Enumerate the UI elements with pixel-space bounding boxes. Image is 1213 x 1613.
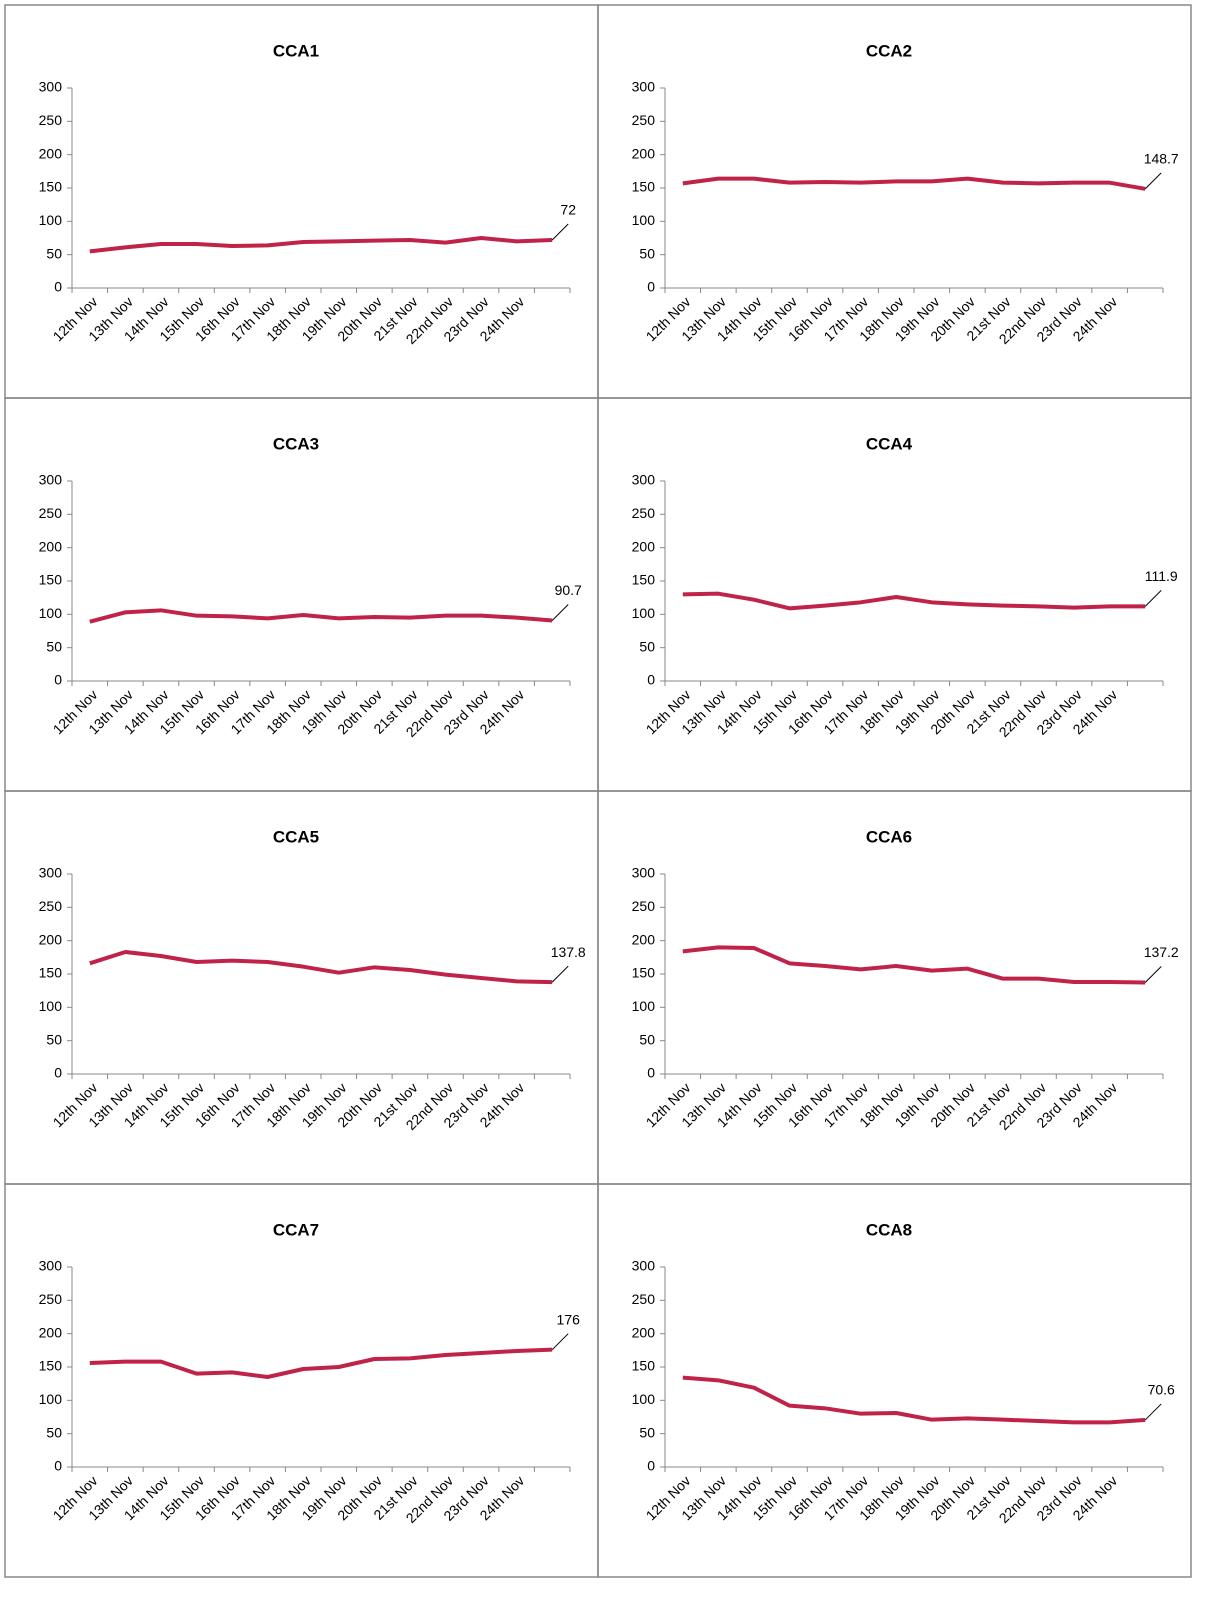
line-series bbox=[682, 176, 1146, 191]
y-tick-label: 250 bbox=[632, 112, 656, 128]
y-tick-label: 50 bbox=[639, 245, 655, 261]
y-tick-label: 150 bbox=[632, 1358, 656, 1374]
y-tick-label: 250 bbox=[632, 505, 656, 521]
y-tick-label: 150 bbox=[632, 572, 656, 588]
data-label: 176 bbox=[557, 1311, 581, 1327]
chart-title: CCA3 bbox=[273, 434, 319, 453]
y-tick-label: 300 bbox=[39, 472, 63, 488]
chart-title: CCA4 bbox=[866, 434, 913, 453]
y-tick-label: 100 bbox=[39, 605, 63, 621]
panel bbox=[597, 1183, 1192, 1578]
y-tick-label: 200 bbox=[39, 931, 63, 947]
leader-line bbox=[551, 604, 569, 621]
y-tick-label: 300 bbox=[632, 1258, 656, 1274]
line-series bbox=[89, 608, 553, 624]
line-series bbox=[682, 1375, 1146, 1425]
y-tick-label: 100 bbox=[39, 998, 63, 1014]
data-label: 111.9 bbox=[1145, 568, 1178, 584]
y-tick-label: 100 bbox=[632, 212, 656, 228]
y-tick-label: 0 bbox=[54, 672, 62, 688]
y-tick-label: 0 bbox=[54, 279, 62, 295]
y-tick-label: 250 bbox=[632, 898, 656, 914]
chart-title: CCA1 bbox=[273, 41, 319, 60]
y-tick-label: 150 bbox=[39, 572, 63, 588]
line-series bbox=[89, 950, 553, 985]
y-tick-label: 250 bbox=[39, 1291, 63, 1307]
y-tick-label: 100 bbox=[39, 212, 63, 228]
y-tick-label: 200 bbox=[39, 1324, 63, 1340]
data-label: 137.2 bbox=[1144, 944, 1179, 960]
y-tick-label: 150 bbox=[632, 179, 656, 195]
y-tick-label: 0 bbox=[54, 1458, 62, 1474]
chart-title: CCA2 bbox=[866, 41, 912, 60]
data-label: 70.6 bbox=[1148, 1382, 1175, 1398]
leader-line bbox=[551, 1333, 569, 1351]
y-tick-label: 0 bbox=[647, 672, 655, 688]
y-tick-label: 50 bbox=[46, 1031, 62, 1047]
y-tick-label: 50 bbox=[46, 1424, 62, 1440]
chart-title: CCA8 bbox=[866, 1220, 912, 1239]
y-tick-label: 100 bbox=[632, 998, 656, 1014]
y-tick-label: 300 bbox=[632, 472, 656, 488]
leader-line bbox=[1144, 1403, 1162, 1421]
y-tick-label: 250 bbox=[39, 898, 63, 914]
line-series bbox=[682, 591, 1146, 611]
y-tick-label: 200 bbox=[632, 931, 656, 947]
line-series bbox=[89, 1347, 553, 1379]
y-tick-label: 250 bbox=[39, 112, 63, 128]
y-tick-label: 150 bbox=[632, 965, 656, 981]
y-tick-label: 0 bbox=[647, 279, 655, 295]
data-label: 148.7 bbox=[1144, 151, 1179, 167]
y-tick-label: 150 bbox=[39, 179, 63, 195]
y-tick-label: 150 bbox=[39, 1358, 63, 1374]
y-tick-label: 100 bbox=[632, 1391, 656, 1407]
y-tick-label: 300 bbox=[632, 79, 656, 95]
y-tick-label: 300 bbox=[39, 79, 63, 95]
y-tick-label: 0 bbox=[647, 1458, 655, 1474]
y-tick-label: 200 bbox=[39, 145, 63, 161]
leader-line bbox=[1144, 590, 1162, 607]
leader-line bbox=[551, 223, 569, 241]
y-tick-label: 250 bbox=[632, 1291, 656, 1307]
y-tick-label: 300 bbox=[39, 1258, 63, 1274]
y-tick-label: 200 bbox=[632, 538, 656, 554]
data-label: 72 bbox=[560, 202, 576, 218]
data-label: 137.8 bbox=[551, 944, 586, 960]
y-tick-label: 50 bbox=[46, 245, 62, 261]
chart-title: CCA5 bbox=[273, 827, 319, 846]
y-tick-label: 300 bbox=[632, 865, 656, 881]
y-tick-label: 50 bbox=[46, 638, 62, 654]
chart-title: CCA7 bbox=[273, 1220, 319, 1239]
leader-line bbox=[1144, 966, 1162, 983]
y-tick-label: 150 bbox=[39, 965, 63, 981]
y-tick-label: 200 bbox=[632, 1324, 656, 1340]
y-tick-label: 50 bbox=[639, 1424, 655, 1440]
y-tick-label: 100 bbox=[632, 605, 656, 621]
y-tick-label: 0 bbox=[647, 1065, 655, 1081]
y-tick-label: 50 bbox=[639, 638, 655, 654]
leader-line bbox=[551, 965, 569, 983]
y-tick-label: 250 bbox=[39, 505, 63, 521]
line-series bbox=[682, 945, 1146, 985]
y-tick-label: 100 bbox=[39, 1391, 63, 1407]
data-label: 90.7 bbox=[555, 582, 582, 598]
chart-title: CCA6 bbox=[866, 827, 912, 846]
y-tick-label: 300 bbox=[39, 865, 63, 881]
line-series bbox=[89, 236, 553, 254]
y-tick-label: 0 bbox=[54, 1065, 62, 1081]
leader-line bbox=[1144, 172, 1162, 190]
y-tick-label: 50 bbox=[639, 1031, 655, 1047]
y-tick-label: 200 bbox=[632, 145, 656, 161]
y-tick-label: 200 bbox=[39, 538, 63, 554]
